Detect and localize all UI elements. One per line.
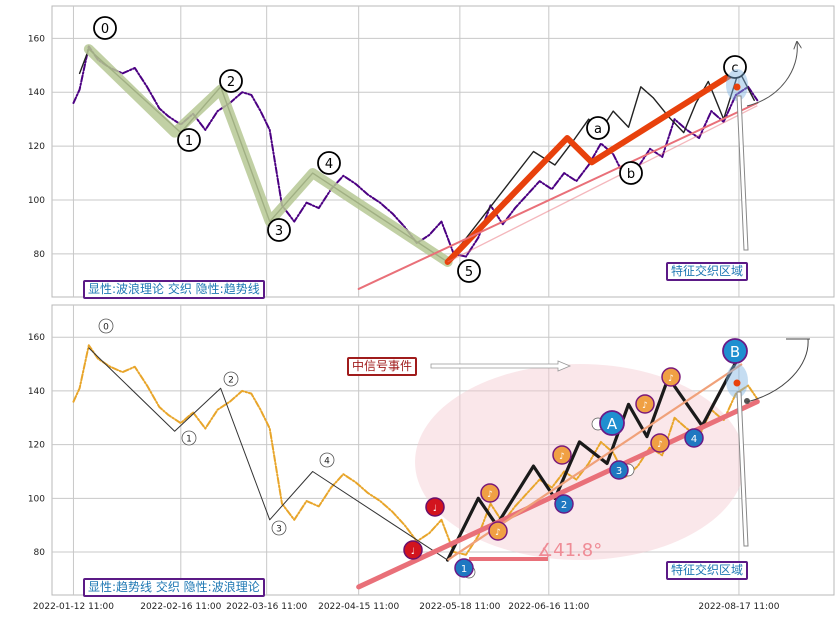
marker-glyph: ♪ — [642, 401, 648, 411]
wave-label: 1 — [185, 134, 193, 149]
wave-label-circle — [457, 259, 481, 283]
series-line-0 — [72, 344, 759, 556]
series-line-3 — [444, 64, 745, 265]
y-tick-label: 160 — [28, 34, 45, 44]
top-box-label: 显性:波浪理论 交织 隐性:趋势线 — [83, 280, 265, 299]
feature-dot — [733, 379, 741, 387]
marker-glyph: ♪ — [487, 490, 493, 500]
top-zone-label: 特征交织区域 — [666, 262, 749, 281]
orange-signal-marker — [661, 367, 681, 387]
wave-label-circle — [619, 161, 643, 185]
event-label: 中信号事件 — [347, 357, 418, 376]
y-tick-label: 100 — [28, 196, 45, 206]
wave-label-circle — [317, 151, 341, 175]
blue-marker-label: 3 — [616, 466, 622, 477]
x-tick-label: 2022-01-12 11:00 — [33, 602, 114, 612]
orange-signal-marker — [650, 433, 670, 453]
bottom-zone-label: 特征交织区域 — [666, 561, 749, 580]
wave-label: 3 — [275, 224, 283, 239]
big-wave-marker — [599, 410, 625, 436]
orange-signal-marker — [552, 445, 572, 465]
trend-highlight — [447, 105, 758, 263]
blue-wave-marker — [609, 460, 629, 480]
anchor-dot — [744, 398, 750, 404]
wave-label-circle — [319, 452, 335, 468]
blue-marker-label: 2 — [561, 500, 567, 511]
x-tick-label: 2022-06-16 11:00 — [508, 602, 589, 612]
wave-label: a — [594, 122, 602, 137]
marker-glyph: ♪ — [668, 374, 674, 384]
wave-label: 5 — [465, 265, 473, 280]
wave-label-circle — [723, 55, 747, 79]
x-tick-label: 2022-03-16 11:00 — [226, 602, 307, 612]
wave-label: 0 — [103, 323, 109, 333]
wave-label: 3 — [276, 525, 282, 535]
blue-marker-label: 1 — [461, 564, 467, 575]
y-tick-label: 120 — [28, 441, 45, 451]
blue-wave-marker — [554, 494, 574, 514]
marker-glyph: ♩ — [433, 504, 437, 514]
wave-label: 0 — [101, 22, 109, 37]
red-signal-marker — [425, 497, 445, 517]
big-wave-label: B — [730, 343, 740, 361]
wave-label: c — [731, 61, 738, 76]
wave-label-circle — [98, 318, 114, 334]
zone-pointer — [736, 95, 749, 251]
wave-label-circle — [93, 16, 117, 40]
wave-label: b — [627, 167, 635, 182]
big-wave-label: A — [607, 415, 618, 433]
wave-label-circle — [219, 69, 243, 93]
blue-wave-marker — [454, 558, 474, 578]
orange-signal-marker — [480, 483, 500, 503]
y-tick-label: 140 — [28, 387, 45, 397]
feature-dot — [733, 83, 741, 91]
bottom-box-label: 显性:趋势线 交织 隐性:波浪理论 — [83, 578, 265, 597]
wave-label: 4 — [325, 157, 333, 172]
curve-arrow — [746, 42, 797, 107]
wave-label-circle — [586, 116, 610, 140]
marker-glyph: ♪ — [495, 528, 501, 538]
y-tick-label: 80 — [34, 250, 46, 260]
y-tick-label: 160 — [28, 333, 45, 343]
blue-wave-marker — [684, 428, 704, 448]
big-wave-marker — [722, 338, 748, 364]
x-tick-label: 2022-02-16 11:00 — [140, 602, 221, 612]
y-tick-label: 120 — [28, 142, 45, 152]
angle-label: ∡41.8° — [537, 540, 602, 561]
wave-label: 2 — [228, 376, 234, 386]
wave-label-circle — [181, 430, 197, 446]
orange-signal-marker — [635, 394, 655, 414]
y-tick-label: 80 — [34, 548, 46, 558]
y-tick-label: 100 — [28, 494, 45, 504]
marker-glyph: ♩ — [411, 547, 415, 557]
x-tick-label: 2022-04-15 11:00 — [318, 602, 399, 612]
series-line-2 — [83, 44, 453, 267]
wave-label: 4 — [324, 457, 330, 467]
wave-label: 2 — [227, 75, 235, 90]
series-line-4 — [357, 102, 759, 290]
blue-marker-label: 4 — [691, 434, 697, 445]
x-tick-label: 2022-08-17 11:00 — [698, 602, 779, 612]
y-tick-label: 140 — [28, 88, 45, 98]
signal-zone-ellipse — [415, 364, 745, 560]
x-tick-label: 2022-05-18 11:00 — [419, 602, 500, 612]
series-line-0 — [72, 45, 759, 258]
marker-glyph: ♪ — [559, 452, 565, 462]
wave-label-circle — [267, 218, 291, 242]
wave-label: 1 — [186, 435, 192, 445]
orange-signal-marker — [488, 521, 508, 541]
marker-glyph: ♪ — [657, 440, 663, 450]
wave-label-circle — [271, 520, 287, 536]
curve-connector — [746, 338, 809, 403]
event-arrow — [430, 360, 572, 372]
series-line-1 — [88, 347, 449, 561]
zone-pointer — [736, 391, 749, 547]
red-signal-marker — [403, 540, 423, 560]
wave-label-circle — [223, 371, 239, 387]
wave-label-circle — [177, 128, 201, 152]
